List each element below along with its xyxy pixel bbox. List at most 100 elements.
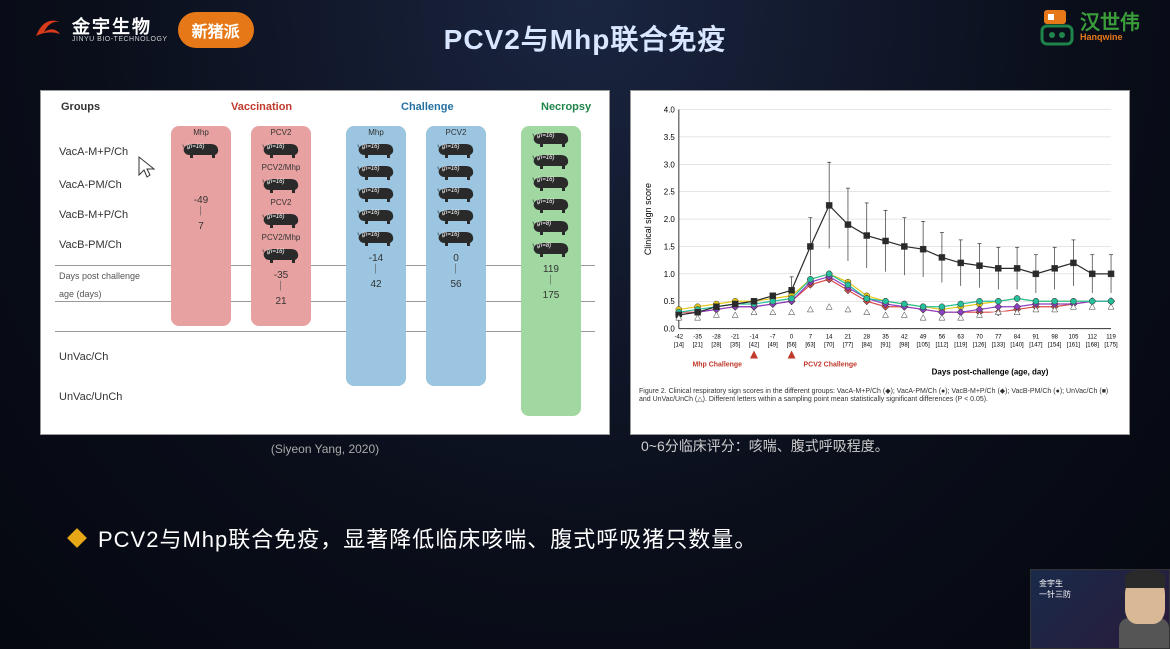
svg-text:42: 42 xyxy=(901,335,908,341)
col-chal1: Mhp(n=16)(n=16)(n=16)(n=16)(n=16)-14│42 xyxy=(346,126,406,386)
svg-text:3.5: 3.5 xyxy=(664,133,676,142)
svg-text:[147]: [147] xyxy=(1029,343,1043,349)
svg-text:98: 98 xyxy=(1051,335,1058,341)
svg-text:84: 84 xyxy=(1014,335,1021,341)
svg-text:7: 7 xyxy=(809,335,813,341)
svg-text:Clinical sign score: Clinical sign score xyxy=(643,183,653,255)
pig-icon: (n=8) xyxy=(531,218,571,236)
video-thumbnail[interactable]: 金宇生一针三防 xyxy=(1030,569,1170,649)
svg-text:4.0: 4.0 xyxy=(664,106,676,115)
pig-icon: (n=16) xyxy=(356,163,396,181)
days-label: Days post challenge xyxy=(59,271,140,281)
bullet-text: PCV2与Mhp联合免疫，显著降低临床咳喘、腹式呼吸猪只数量。 xyxy=(98,522,757,554)
logo-right-group: 汉世伟 Hanqwine xyxy=(1040,8,1140,46)
col-vacc2: PCV2(n=16)PCV2/Mhp(n=16)PCV2(n=16)PCV2/M… xyxy=(251,126,311,326)
svg-text:Mhp Challenge: Mhp Challenge xyxy=(692,361,742,368)
svg-text:91: 91 xyxy=(1033,335,1040,341)
svg-text:0: 0 xyxy=(790,335,794,341)
pill-badge: 新猪派 xyxy=(178,12,254,48)
svg-text:112: 112 xyxy=(1087,335,1097,341)
col-chal2: PCV2(n=16)(n=16)(n=16)(n=16)(n=16)0│56 xyxy=(426,126,486,386)
svg-text:105: 105 xyxy=(1068,335,1079,341)
chart-note: 0~6分临床评分：咳喘、腹式呼吸程度。 xyxy=(641,436,889,456)
line-chart: 0.00.51.01.52.02.53.03.54.0-42[14]-35[21… xyxy=(639,99,1121,379)
svg-text:1.5: 1.5 xyxy=(664,242,676,251)
experiment-design-panel: Groups Vaccination Challenge Necropsy Va… xyxy=(40,90,610,435)
pig-icon: (n=16) xyxy=(261,246,301,264)
svg-text:3.0: 3.0 xyxy=(664,160,676,169)
svg-text:[14]: [14] xyxy=(674,343,684,349)
hdr-vaccination: Vaccination xyxy=(231,101,292,113)
svg-text:14: 14 xyxy=(826,335,833,341)
divider xyxy=(55,265,595,266)
bullet-row: PCV2与Mhp联合免疫，显著降低临床咳喘、腹式呼吸猪只数量。 xyxy=(70,522,757,554)
pig-icon: (n=16) xyxy=(356,207,396,225)
svg-text:28: 28 xyxy=(863,335,870,341)
svg-text:[49]: [49] xyxy=(768,343,778,349)
svg-text:49: 49 xyxy=(920,335,927,341)
svg-text:0.5: 0.5 xyxy=(664,297,676,306)
svg-text:1.0: 1.0 xyxy=(664,270,676,279)
svg-text:70: 70 xyxy=(976,335,983,341)
svg-text:[168]: [168] xyxy=(1086,343,1100,349)
jinyu-cn-text: 金宇生物 xyxy=(72,18,168,36)
svg-text:[140]: [140] xyxy=(1010,343,1024,349)
col-vacc1: Mhp(n=16)-49│7 xyxy=(171,126,231,326)
jinyu-logo: 金宇生物 JINYU BIO-TECHNOLOGY xyxy=(30,12,168,48)
pig-icon: (n=16) xyxy=(261,211,301,229)
group-label-3: VacB-M+P/Ch xyxy=(59,209,128,221)
svg-text:-7: -7 xyxy=(770,335,776,341)
logo-left-group: 金宇生物 JINYU BIO-TECHNOLOGY 新猪派 xyxy=(30,12,254,48)
pig-icon: (n=16) xyxy=(356,185,396,203)
svg-text:56: 56 xyxy=(939,335,946,341)
pig-icon: (n=16) xyxy=(261,141,301,159)
unvac-label-2: UnVac/UnCh xyxy=(59,391,122,403)
svg-text:[56]: [56] xyxy=(787,343,797,349)
content-row: Groups Vaccination Challenge Necropsy Va… xyxy=(40,90,1130,435)
pig-icon: (n=16) xyxy=(356,229,396,247)
svg-text:[133]: [133] xyxy=(992,343,1006,349)
pig-icon: (n=16) xyxy=(436,185,476,203)
svg-text:-28: -28 xyxy=(712,335,721,341)
group-label-4: VacB-PM/Ch xyxy=(59,239,122,251)
slide-title: PCV2与Mhp联合免疫 xyxy=(444,18,727,58)
svg-text:[35]: [35] xyxy=(730,343,740,349)
svg-text:77: 77 xyxy=(995,335,1002,341)
svg-text:Days post-challenge (age, day): Days post-challenge (age, day) xyxy=(932,367,1049,376)
age-label: age (days) xyxy=(59,289,102,299)
svg-text:-14: -14 xyxy=(750,335,759,341)
pig-icon: (n=16) xyxy=(531,174,571,192)
pig-icon: (n=16) xyxy=(356,141,396,159)
chart-caption: Figure 2. Clinical respiratory sign scor… xyxy=(639,388,1121,405)
svg-text:[126]: [126] xyxy=(973,343,987,349)
diamond-bullet-icon xyxy=(67,528,87,548)
pig-icon: (n=8) xyxy=(531,240,571,258)
jinyu-en-text: JINYU BIO-TECHNOLOGY xyxy=(72,36,168,43)
hdr-challenge: Challenge xyxy=(401,101,454,113)
citation-text: (Siyeon Yang, 2020) xyxy=(271,442,379,456)
hsw-icon xyxy=(1040,8,1074,46)
svg-text:[28]: [28] xyxy=(711,343,721,349)
jinyu-mark-icon xyxy=(30,12,66,48)
svg-text:[98]: [98] xyxy=(899,343,909,349)
svg-text:[84]: [84] xyxy=(862,343,872,349)
pig-icon: (n=16) xyxy=(436,207,476,225)
svg-text:[105]: [105] xyxy=(916,343,930,349)
svg-text:[42]: [42] xyxy=(749,343,759,349)
pig-icon: (n=16) xyxy=(531,130,571,148)
divider xyxy=(55,301,595,302)
divider xyxy=(55,331,595,332)
svg-text:[161]: [161] xyxy=(1067,343,1081,349)
svg-text:-42: -42 xyxy=(675,335,684,341)
hdr-groups: Groups xyxy=(61,101,100,113)
pig-icon: (n=16) xyxy=(531,196,571,214)
pig-icon: (n=16) xyxy=(261,176,301,194)
pig-icon: (n=16) xyxy=(436,163,476,181)
hdr-necropsy: Necropsy xyxy=(541,101,591,113)
svg-text:0.0: 0.0 xyxy=(664,325,676,334)
pig-icon: (n=16) xyxy=(436,141,476,159)
svg-text:[119]: [119] xyxy=(954,343,967,349)
svg-text:[91]: [91] xyxy=(881,343,891,349)
svg-text:[77]: [77] xyxy=(843,343,853,349)
svg-text:[70]: [70] xyxy=(824,343,834,349)
